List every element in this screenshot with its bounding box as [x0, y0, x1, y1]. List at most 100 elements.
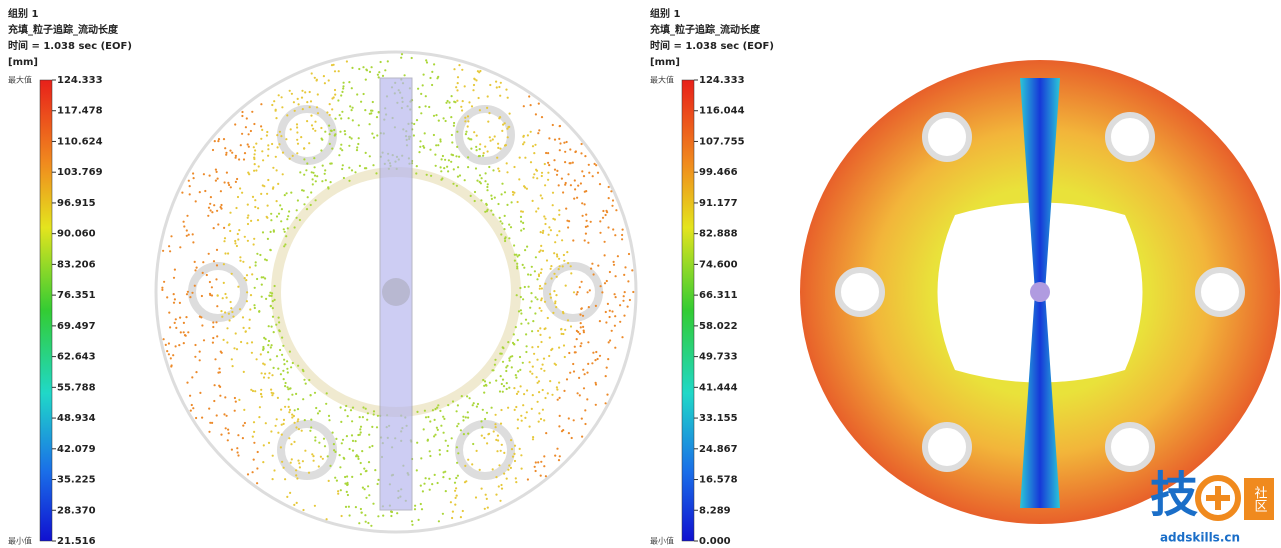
particle: [246, 222, 250, 226]
particle: [469, 194, 472, 197]
particle: [321, 180, 324, 183]
particle: [314, 120, 317, 123]
particle: [569, 148, 572, 151]
particle: [531, 330, 534, 333]
particle: [468, 101, 471, 104]
particle: [314, 436, 317, 439]
particle: [370, 66, 373, 69]
particle: [348, 447, 351, 451]
particle: [589, 220, 592, 223]
particle: [245, 300, 248, 303]
particle: [524, 318, 528, 321]
particle: [301, 189, 304, 192]
particle: [161, 288, 164, 291]
particle: [519, 295, 522, 299]
particle: [272, 392, 275, 395]
particle: [247, 171, 250, 174]
particle: [234, 154, 237, 157]
particle: [472, 83, 476, 87]
scale-label: 16.578: [699, 475, 738, 486]
particle: [501, 360, 505, 363]
particle: [429, 148, 432, 151]
particle: [576, 196, 579, 199]
particle: [584, 225, 588, 228]
particle: [507, 468, 510, 471]
particle: [243, 152, 247, 155]
particle: [340, 442, 343, 445]
particle: [190, 403, 193, 407]
particle: [554, 302, 557, 305]
particle: [357, 124, 360, 127]
particle: [216, 209, 219, 212]
particle: [606, 211, 609, 214]
particle: [168, 311, 171, 314]
particle: [223, 181, 226, 184]
particle: [479, 69, 482, 73]
particle: [350, 434, 354, 437]
particle: [225, 414, 228, 417]
particle: [549, 229, 553, 232]
particle: [310, 114, 313, 117]
particle: [166, 296, 169, 299]
particle: [419, 502, 422, 506]
particle: [328, 103, 331, 106]
particle: [520, 220, 523, 223]
scale-label: 24.867: [699, 444, 738, 455]
particle: [191, 291, 194, 294]
particle: [536, 278, 539, 281]
particle: [304, 449, 307, 452]
group-label: 组别 1: [650, 7, 680, 20]
particle: [513, 444, 517, 447]
particle: [547, 152, 550, 155]
particle: [229, 186, 232, 189]
particle: [501, 390, 504, 393]
particle: [297, 418, 300, 421]
particle: [475, 79, 478, 82]
particle: [478, 180, 481, 183]
particle: [435, 426, 438, 429]
particle: [199, 391, 202, 394]
scale-label: 90.060: [57, 229, 96, 240]
particle: [306, 162, 309, 165]
particle: [516, 267, 519, 270]
particle: [529, 161, 533, 164]
particle: [310, 171, 313, 174]
particle: [467, 120, 470, 123]
particle: [274, 155, 277, 158]
particle: [333, 88, 337, 92]
particle: [452, 168, 455, 171]
particle: [421, 490, 424, 493]
particle: [279, 204, 282, 207]
particle: [527, 273, 530, 276]
particle: [362, 406, 365, 409]
particle: [182, 321, 185, 324]
particle: [360, 511, 363, 514]
particle: [224, 292, 227, 296]
particle: [236, 451, 239, 454]
particle: [513, 408, 516, 411]
particle: [277, 182, 280, 185]
particle: [467, 416, 470, 419]
particle: [211, 148, 215, 152]
particle: [576, 392, 579, 395]
particle: [268, 372, 271, 375]
particle: [247, 214, 250, 217]
particle: [505, 162, 508, 165]
particle: [467, 432, 470, 435]
particle: [239, 256, 242, 259]
particle: [473, 131, 476, 134]
particle: [253, 237, 256, 240]
particle: [548, 336, 551, 339]
particle: [582, 331, 586, 334]
particle: [587, 362, 590, 365]
particle: [278, 321, 281, 324]
particle: [531, 394, 534, 397]
particle: [497, 439, 500, 442]
particle: [214, 168, 217, 171]
particle: [522, 143, 525, 146]
particle: [460, 105, 463, 108]
particle: [605, 366, 608, 369]
particle: [249, 294, 253, 297]
particle: [579, 313, 582, 316]
particle: [558, 124, 562, 128]
